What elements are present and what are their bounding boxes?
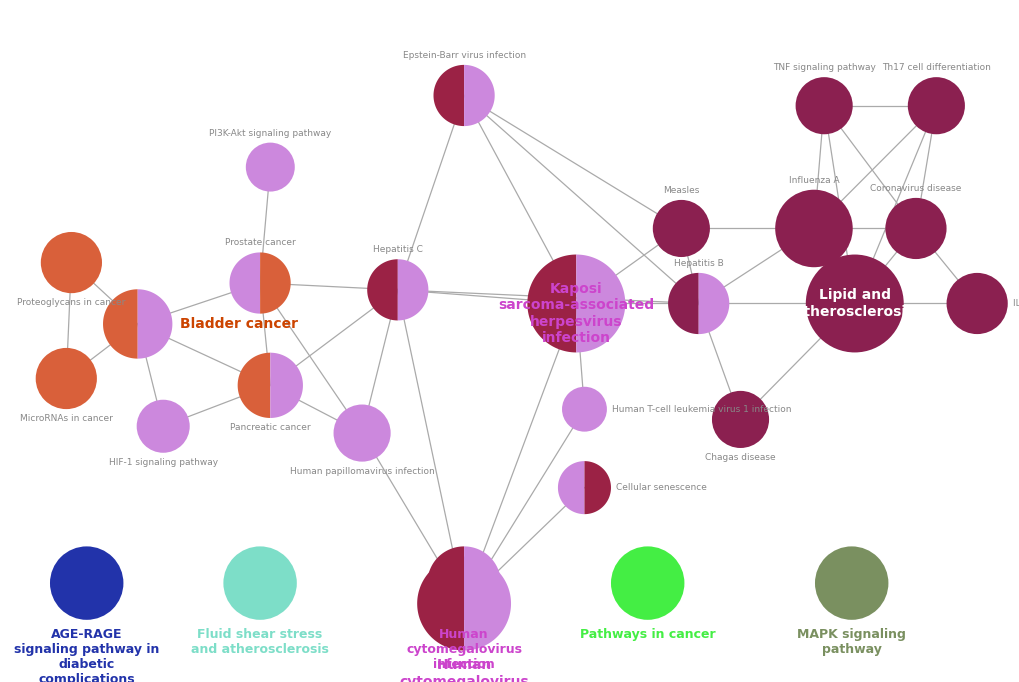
- Circle shape: [652, 200, 709, 257]
- Text: Measles: Measles: [662, 186, 699, 195]
- Polygon shape: [576, 254, 625, 353]
- Polygon shape: [427, 546, 464, 620]
- Circle shape: [137, 400, 190, 453]
- Polygon shape: [367, 259, 397, 321]
- Text: Th17 cell differentiation: Th17 cell differentiation: [881, 63, 989, 72]
- Circle shape: [946, 273, 1007, 334]
- Text: AGE-RAGE
signaling pathway in
diabetic
complications: AGE-RAGE signaling pathway in diabetic c…: [14, 628, 159, 682]
- Text: TNF signaling pathway: TNF signaling pathway: [772, 63, 874, 72]
- Polygon shape: [397, 259, 428, 321]
- Circle shape: [223, 546, 297, 620]
- Circle shape: [814, 546, 888, 620]
- Text: Pathways in cancer: Pathways in cancer: [580, 628, 714, 641]
- Text: Kaposi
sarcoma-associated
herpesvirus
infection: Kaposi sarcoma-associated herpesvirus in…: [497, 282, 654, 345]
- Circle shape: [333, 404, 390, 462]
- Polygon shape: [464, 557, 511, 651]
- Text: Human
cytomegalovirus
infection: Human cytomegalovirus infection: [406, 628, 522, 671]
- Polygon shape: [584, 461, 610, 514]
- Text: Bladder cancer: Bladder cancer: [180, 317, 299, 331]
- Polygon shape: [270, 353, 303, 418]
- Text: Human
cytomegalovirus
infection: Human cytomegalovirus infection: [398, 659, 529, 682]
- Circle shape: [36, 348, 97, 409]
- Circle shape: [246, 143, 294, 192]
- Circle shape: [884, 198, 946, 259]
- Polygon shape: [527, 254, 576, 353]
- Circle shape: [711, 391, 768, 448]
- Text: Fluid shear stress
and atherosclerosis: Fluid shear stress and atherosclerosis: [191, 628, 329, 656]
- Text: MAPK signaling
pathway: MAPK signaling pathway: [797, 628, 905, 656]
- Polygon shape: [557, 461, 584, 514]
- Text: Hepatitis C: Hepatitis C: [373, 246, 422, 254]
- Text: IL-17 signaling pathway: IL-17 signaling pathway: [1012, 299, 1019, 308]
- Text: HIF-1 signaling pathway: HIF-1 signaling pathway: [109, 458, 217, 466]
- Text: Human T-cell leukemia virus 1 infection: Human T-cell leukemia virus 1 infection: [611, 404, 791, 414]
- Text: Human papillomavirus infection: Human papillomavirus infection: [289, 466, 434, 475]
- Circle shape: [795, 77, 852, 134]
- Polygon shape: [464, 65, 494, 126]
- Text: PI3K-Akt signaling pathway: PI3K-Akt signaling pathway: [209, 129, 331, 138]
- Text: Hepatitis B: Hepatitis B: [674, 259, 722, 268]
- Polygon shape: [417, 557, 464, 651]
- Text: Prostate cancer: Prostate cancer: [224, 239, 296, 248]
- Circle shape: [805, 254, 903, 353]
- Polygon shape: [698, 273, 729, 334]
- Polygon shape: [433, 65, 464, 126]
- Polygon shape: [667, 273, 698, 334]
- Text: MicroRNAs in cancer: MicroRNAs in cancer: [19, 414, 113, 423]
- Text: Coronavirus disease: Coronavirus disease: [869, 184, 961, 193]
- Circle shape: [561, 387, 606, 432]
- Circle shape: [610, 546, 684, 620]
- Text: Influenza A: Influenza A: [788, 176, 839, 185]
- Polygon shape: [103, 289, 138, 359]
- Polygon shape: [464, 546, 500, 620]
- Text: Lipid and
atherosclerosis: Lipid and atherosclerosis: [794, 288, 914, 318]
- Text: Pancreatic cancer: Pancreatic cancer: [229, 423, 311, 432]
- Polygon shape: [237, 353, 270, 418]
- Polygon shape: [229, 252, 260, 314]
- Circle shape: [907, 77, 964, 134]
- Text: Epstein-Barr virus infection: Epstein-Barr virus infection: [403, 51, 525, 60]
- Circle shape: [41, 232, 102, 293]
- Text: Chagas disease: Chagas disease: [704, 453, 775, 462]
- Text: Proteoglycans in cancer: Proteoglycans in cancer: [17, 298, 125, 307]
- Polygon shape: [260, 252, 290, 314]
- Circle shape: [774, 190, 852, 267]
- Polygon shape: [138, 289, 172, 359]
- Circle shape: [50, 546, 123, 620]
- Text: Cellular senescence: Cellular senescence: [615, 483, 706, 492]
